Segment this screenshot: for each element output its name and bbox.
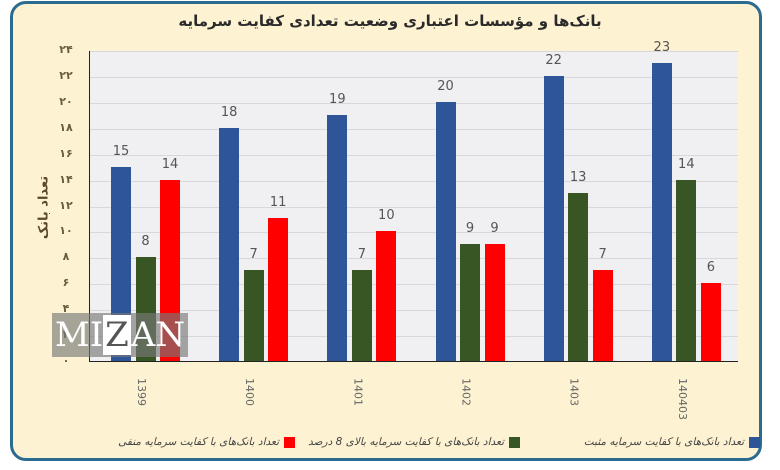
legend-item: تعداد بانک‌های با کفایت سرمایه بالای 8 د…: [308, 436, 520, 448]
bar: [651, 62, 672, 361]
gridline: [90, 232, 738, 234]
data-label: 22: [545, 52, 562, 68]
data-label: 9: [465, 221, 475, 237]
x-tick-label: 1401: [351, 378, 365, 406]
y-tick-label: ۰: [62, 354, 70, 367]
y-tick-label: ۴: [62, 302, 70, 316]
y-tick-label: ۱۶: [59, 146, 73, 160]
mizan-watermark: MI Z AN: [52, 313, 188, 357]
y-tick-label: ۶: [62, 276, 70, 290]
bar: [351, 270, 372, 361]
bar: [243, 270, 264, 361]
y-tick-label: ۱۴: [59, 172, 73, 186]
chart-title: بانک‌ها و مؤسسات اعتباری وضعیت تعدادی کف…: [178, 12, 602, 30]
x-tick-label: 1403: [567, 378, 581, 406]
data-label: 11: [269, 195, 287, 211]
gridline: [90, 180, 738, 182]
data-label: 10: [378, 208, 395, 224]
watermark-text-end: AN: [130, 315, 186, 355]
watermark-text: MI: [54, 315, 104, 355]
data-label: 7: [357, 247, 366, 263]
gridline: [90, 102, 738, 104]
x-tick-label: 1402: [459, 378, 473, 406]
data-label: 15: [112, 143, 130, 159]
data-label: 7: [598, 247, 607, 263]
y-tick-label: ۲۴: [59, 43, 73, 56]
x-tick-label: 1399: [135, 378, 148, 406]
data-label: 19: [329, 91, 346, 107]
data-label: 14: [161, 156, 179, 172]
bar: [568, 192, 589, 361]
gridline: [90, 284, 738, 286]
y-tick-label: ۲۲: [59, 68, 73, 82]
y-tick-label: ۱۲: [59, 198, 73, 212]
legend-label: تعداد بانک‌های با کفایت سرمایه بالای 8 د…: [308, 436, 504, 448]
legend-swatch: [509, 436, 520, 448]
gridline: [90, 154, 738, 156]
y-axis-label: تعداد بانک: [36, 175, 52, 240]
data-label: 8: [141, 234, 150, 250]
x-tick-label: 1400: [243, 378, 257, 406]
legend: تعداد بانک‌های با کفایت سرمایه مثبت تعداد…: [60, 436, 760, 452]
y-tick-label: ۱۸: [59, 120, 73, 134]
bar: [484, 244, 505, 361]
bar: [435, 101, 456, 361]
bar: [111, 166, 131, 361]
data-label: 20: [437, 78, 454, 94]
watermark-z: Z: [103, 315, 131, 355]
gridline: [90, 76, 738, 78]
bar: [676, 179, 697, 361]
legend-swatch: [284, 436, 295, 448]
legend-label: تعداد بانک‌های با کفایت سرمایه مثبت: [583, 436, 744, 448]
legend-item: تعداد بانک‌های با کفایت سرمایه مثبت: [584, 436, 760, 448]
gridline: [90, 206, 738, 208]
legend-item: تعداد بانک‌های با کفایت سرمایه منفی: [118, 436, 295, 448]
legend-swatch: [749, 436, 760, 448]
y-tick-label: ۸: [62, 250, 70, 264]
bar: [700, 283, 721, 361]
gridline: [90, 51, 738, 52]
data-label: 7: [249, 247, 258, 263]
data-label: 23: [653, 39, 671, 55]
bar: [460, 244, 480, 361]
bar: [543, 75, 564, 361]
data-label: 6: [706, 260, 715, 276]
data-label: 9: [490, 221, 499, 237]
bar: [592, 270, 613, 361]
bar: [376, 231, 397, 361]
data-label: 18: [220, 104, 238, 120]
gridline: [90, 310, 738, 312]
plot-area: 15 8 14 18 7 11 19 7 10 20 9 9 22 13 7 23 14 6: [89, 40, 738, 362]
y-tick-label: ۲۰: [59, 94, 73, 108]
y-tick-label: ۱۰: [59, 224, 73, 238]
bar: [219, 127, 240, 361]
bar: [268, 218, 289, 361]
legend-label: تعداد بانک‌های با کفایت سرمایه منفی: [118, 436, 279, 448]
gridline: [90, 128, 738, 130]
x-tick-label: 140403: [675, 378, 689, 420]
gridline: [90, 336, 738, 338]
data-label: 14: [678, 156, 695, 172]
gridline: [90, 258, 738, 260]
data-label: 13: [569, 169, 587, 185]
bar: [327, 114, 348, 361]
